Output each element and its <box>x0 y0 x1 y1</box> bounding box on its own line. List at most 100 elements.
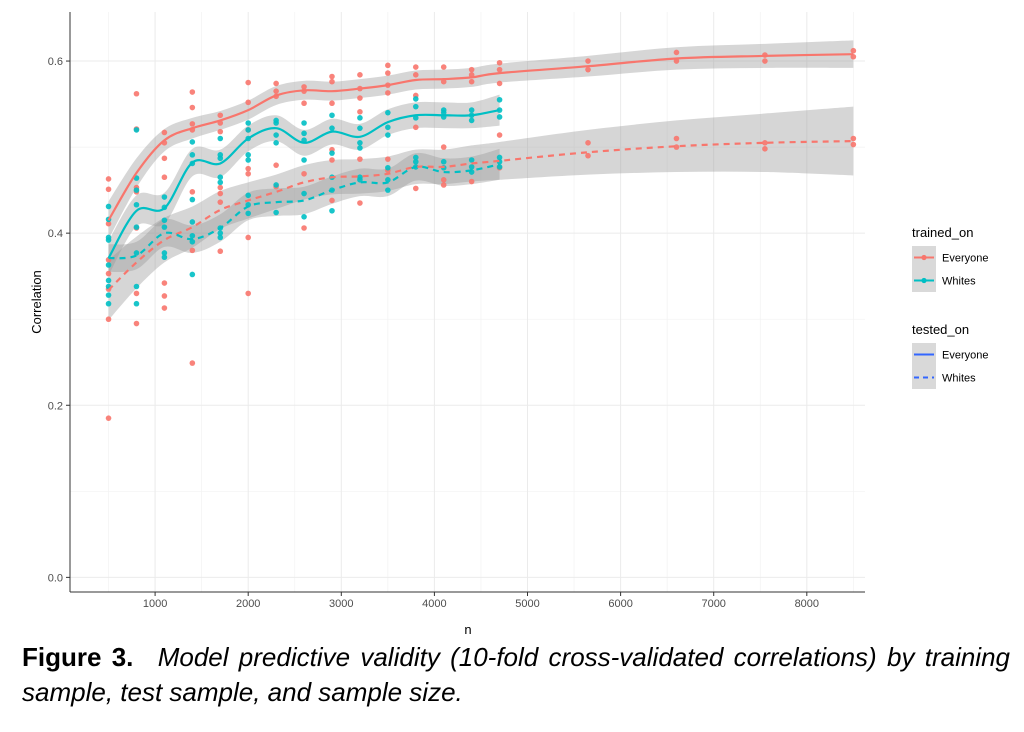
points <box>105 47 857 421</box>
grid <box>70 12 865 592</box>
data-point <box>468 164 475 170</box>
data-point <box>161 250 168 256</box>
data-point <box>468 66 475 73</box>
data-point <box>217 230 224 236</box>
data-point <box>468 178 475 185</box>
data-point <box>105 237 112 243</box>
data-point <box>585 152 591 159</box>
data-point <box>385 156 391 162</box>
data-point <box>189 232 196 239</box>
legend-label-whites: Whites <box>942 373 976 385</box>
data-point <box>440 158 447 165</box>
data-point <box>217 174 224 181</box>
data-point <box>161 155 168 162</box>
data-point <box>133 283 140 290</box>
data-point <box>133 187 140 193</box>
data-point <box>412 185 419 192</box>
data-point <box>245 192 251 199</box>
data-point <box>385 187 391 193</box>
data-point <box>357 95 363 101</box>
data-point <box>161 224 168 230</box>
data-point <box>468 117 475 124</box>
data-point <box>385 109 391 116</box>
data-point <box>105 277 112 284</box>
data-point <box>762 140 768 146</box>
data-point <box>329 207 335 214</box>
data-point <box>301 214 307 220</box>
data-point <box>329 78 335 85</box>
data-point <box>496 66 503 73</box>
data-point <box>189 238 196 245</box>
legend-label-everyone: Everyone <box>942 253 988 265</box>
data-point <box>161 280 168 286</box>
data-point <box>217 155 224 162</box>
data-point <box>468 157 475 163</box>
data-point <box>161 217 168 224</box>
data-point <box>301 190 307 197</box>
data-point <box>105 176 112 182</box>
data-point <box>245 127 251 133</box>
data-point <box>585 58 591 64</box>
data-point <box>673 135 680 142</box>
data-point <box>217 184 224 191</box>
data-point <box>850 47 857 54</box>
x-axis-label: n <box>464 622 471 637</box>
figure-caption: Figure 3. Model predictive validity (10-… <box>22 640 1010 710</box>
data-point <box>329 125 335 131</box>
data-point <box>850 53 857 60</box>
data-point <box>762 146 768 152</box>
data-point <box>245 165 251 172</box>
data-point <box>385 177 391 183</box>
data-point <box>245 99 251 106</box>
data-point <box>385 62 391 69</box>
data-point <box>189 89 196 95</box>
data-point <box>105 316 112 323</box>
data-point <box>440 78 447 85</box>
data-point <box>385 164 391 171</box>
data-point <box>273 162 279 168</box>
data-point <box>217 112 224 119</box>
data-point <box>301 130 307 137</box>
data-point <box>412 72 419 78</box>
data-point <box>105 220 112 227</box>
data-point <box>412 124 419 131</box>
data-point <box>673 144 680 150</box>
confidence-ribbon <box>108 40 854 240</box>
data-point <box>468 78 475 85</box>
data-point <box>245 210 251 217</box>
x-tick-label: 2000 <box>236 598 260 610</box>
data-point <box>585 66 591 73</box>
x-tick-label: 4000 <box>422 598 446 610</box>
data-point <box>105 270 112 277</box>
data-point <box>496 164 503 170</box>
data-point <box>329 157 335 163</box>
data-point <box>245 152 251 158</box>
data-point <box>161 129 168 136</box>
y-tick-label: 0.6 <box>48 56 63 68</box>
data-point <box>329 73 335 80</box>
plot-panel <box>70 12 865 592</box>
data-point <box>440 109 447 116</box>
smooth-line-whites-dashed <box>108 163 500 260</box>
data-point <box>273 120 279 126</box>
data-point <box>245 170 251 177</box>
data-point <box>357 145 363 151</box>
data-point <box>217 234 224 241</box>
data-point <box>329 150 335 156</box>
confidence-ribbon <box>108 148 500 272</box>
data-point <box>357 109 363 115</box>
chart: 1000 2000 3000 4000 5000 6000 7000 8000 0.0 0.2 0.… <box>29 12 988 637</box>
data-point <box>412 64 419 70</box>
data-point <box>357 156 363 162</box>
legend-key-dot <box>921 277 927 284</box>
data-point <box>133 250 140 256</box>
data-point <box>329 100 335 107</box>
data-point <box>217 248 224 255</box>
data-point <box>357 125 363 131</box>
data-point <box>385 70 391 76</box>
data-point <box>189 247 196 254</box>
data-point <box>189 196 196 203</box>
data-point <box>496 154 503 161</box>
data-point <box>245 120 251 126</box>
data-point <box>585 140 591 146</box>
